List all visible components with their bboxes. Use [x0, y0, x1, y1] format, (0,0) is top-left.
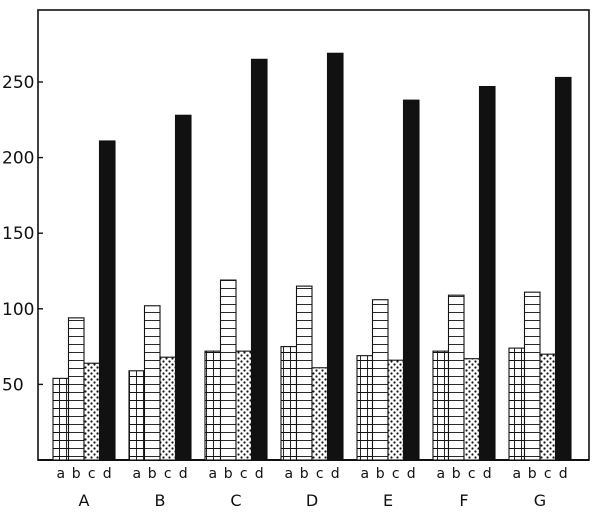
bar-F-a	[432, 350, 450, 461]
sub-category-label: d	[483, 466, 492, 482]
category-label-F: F	[459, 491, 468, 510]
sub-category-label: b	[148, 466, 157, 482]
bar-G-b	[523, 291, 541, 461]
category-label-A: A	[79, 491, 90, 510]
bar-D-a	[280, 346, 298, 461]
bar-A-d	[98, 140, 116, 461]
bar-G-c	[539, 353, 557, 461]
y-tick-label: 200	[2, 149, 34, 169]
category-label-G: G	[534, 491, 546, 510]
category-label-B: B	[155, 491, 166, 510]
sub-category-label: c	[316, 466, 324, 482]
sub-category-label: d	[179, 466, 188, 482]
sub-category-label: a	[360, 466, 369, 482]
sub-category-label: d	[331, 466, 340, 482]
sub-category-label: d	[103, 466, 112, 482]
bar-G-d	[554, 76, 572, 461]
category-label-D: D	[306, 491, 318, 510]
sub-category-label: a	[208, 466, 217, 482]
sub-category-label: a	[512, 466, 521, 482]
y-tick-label: 250	[2, 73, 34, 93]
sub-category-label: c	[88, 466, 96, 482]
sub-category-label: b	[452, 466, 461, 482]
bar-G-a	[508, 347, 526, 461]
sub-category-label: c	[392, 466, 400, 482]
bar-D-c	[311, 367, 329, 461]
bar-C-b	[219, 279, 237, 461]
bar-F-c	[463, 358, 481, 461]
sub-category-label: a	[132, 466, 141, 482]
bar-F-b	[447, 294, 465, 461]
bar-B-a	[128, 370, 146, 461]
bar-E-b	[371, 299, 389, 461]
sub-category-label: b	[528, 466, 537, 482]
bar-B-c	[159, 356, 177, 461]
category-label-C: C	[230, 491, 241, 510]
category-label-E: E	[383, 491, 393, 510]
bar-E-c	[387, 359, 405, 461]
sub-category-label: d	[255, 466, 264, 482]
sub-category-label: b	[376, 466, 385, 482]
bar-B-d	[174, 114, 192, 461]
bar-B-b	[143, 305, 161, 461]
sub-category-label: b	[224, 466, 233, 482]
sub-category-label: b	[300, 466, 309, 482]
bar-A-a	[52, 377, 70, 461]
bar-F-d	[478, 85, 496, 461]
sub-category-label: a	[284, 466, 293, 482]
bar-A-c	[83, 362, 101, 461]
bar-C-d	[250, 58, 268, 461]
sub-category-label: c	[544, 466, 552, 482]
sub-category-label: a	[436, 466, 445, 482]
sub-category-label: c	[164, 466, 172, 482]
bar-C-a	[204, 350, 222, 461]
sub-category-label: a	[56, 466, 65, 482]
y-tick-label: 150	[2, 224, 34, 244]
bar-A-b	[67, 317, 85, 461]
sub-category-label: d	[407, 466, 416, 482]
y-tick-label: 100	[2, 300, 34, 320]
bar-D-d	[326, 52, 344, 461]
y-tick-label: 50	[2, 375, 24, 395]
sub-category-label: c	[468, 466, 476, 482]
bar-D-b	[295, 285, 313, 461]
bar-C-c	[235, 350, 253, 461]
bar-E-d	[402, 99, 420, 461]
sub-category-label: b	[72, 466, 81, 482]
bar-E-a	[356, 355, 374, 461]
sub-category-label: c	[240, 466, 248, 482]
sub-category-label: d	[559, 466, 568, 482]
